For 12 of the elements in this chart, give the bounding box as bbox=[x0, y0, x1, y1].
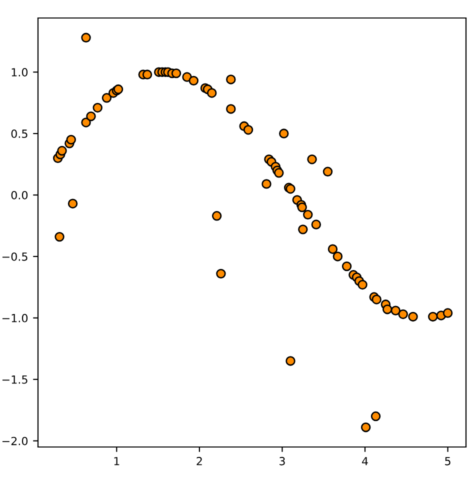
y-tick-label: −0.5 bbox=[2, 252, 28, 261]
y-tick-label: 0.0 bbox=[11, 190, 28, 200]
y-tick-label: −2.0 bbox=[2, 436, 28, 446]
y-tick-label: 0.5 bbox=[11, 130, 28, 138]
y-tick-label: 1.0 bbox=[12, 68, 28, 76]
x-tick-label: 5 bbox=[445, 457, 450, 466]
x-tick-label: 4 bbox=[362, 457, 368, 466]
y-tick-label: −1.0 bbox=[2, 314, 28, 322]
x-tick-label: 2 bbox=[196, 456, 202, 466]
x-tick-label: 1 bbox=[114, 457, 120, 466]
x-tick-label: 3 bbox=[280, 456, 285, 466]
y-tick-label: −1.5 bbox=[2, 376, 28, 384]
